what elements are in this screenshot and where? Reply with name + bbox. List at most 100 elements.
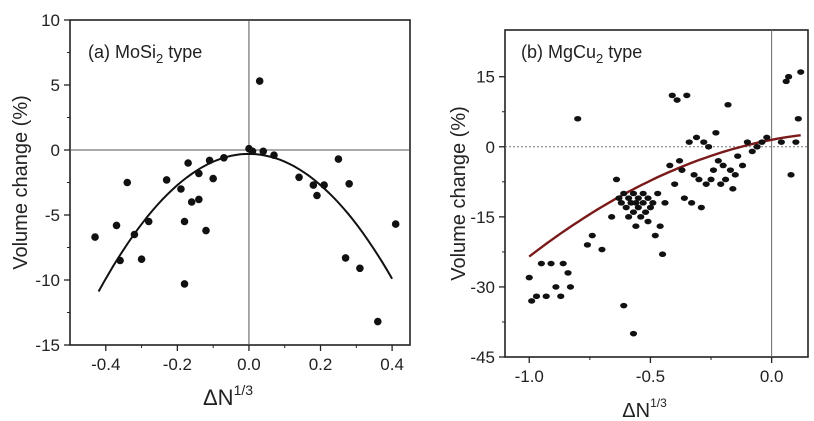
fit-curve [528,134,801,258]
data-point [666,162,674,169]
data-point [661,200,669,206]
data-point [712,129,720,136]
data-point [634,195,642,201]
y-axis-label: Volume change (%) [448,106,470,281]
data-point [658,251,667,258]
data-point [625,214,633,220]
x-tick-label: -0.4 [91,355,120,374]
data-point [341,254,350,262]
data-point [615,195,623,201]
data-point [532,293,541,300]
fit-curve [97,152,393,292]
data-point [295,173,303,182]
data-point [729,186,737,192]
x-tick-label: 0.0 [237,355,261,374]
data-point [785,73,793,80]
data-point [683,92,691,99]
data-point [656,223,664,229]
data-point [654,190,662,197]
data-point [717,181,725,187]
data-point [373,317,382,326]
data-point [758,139,766,145]
data-point [620,190,628,197]
data-point [248,147,257,156]
data-point [726,167,735,173]
data-point [220,154,228,162]
data-point [782,78,790,85]
data-point [588,232,596,239]
data-point [748,148,756,155]
data-point [738,162,747,169]
data-point [625,195,633,201]
data-point [714,158,722,164]
data-point [685,139,693,145]
data-point [187,198,196,206]
data-point [700,139,708,145]
data-point [695,176,703,183]
data-point [180,217,189,226]
data-point [255,77,264,85]
data-point [641,209,650,215]
y-tick-label: -30 [470,278,495,297]
data-point [259,147,268,156]
data-point [644,195,652,201]
x-tick-label: 0.4 [380,355,404,374]
x-axis-label: ΔN1/3 [203,382,253,410]
data-point [629,190,638,197]
data-point [763,134,771,141]
data-point [731,172,739,178]
data-point [678,167,686,173]
y-tick-label: -15 [470,208,495,227]
data-point [137,255,146,263]
y-tick-label: 0 [486,138,495,157]
data-point [184,159,192,167]
y-tick-label: 10 [41,11,60,30]
data-point [651,232,659,239]
x-tick-label: -0.2 [163,355,192,374]
data-point [632,200,640,206]
x-tick-label: -1.0 [515,367,544,386]
data-point [334,155,343,163]
data-point [690,172,698,178]
data-point [697,204,705,211]
data-point [671,181,679,187]
data-point [644,218,652,225]
x-tick-label: 0.2 [309,355,333,374]
panel-label: (a) MoSi2 type [88,42,202,66]
data-point [707,176,715,183]
data-point [557,293,565,300]
data-point [583,242,592,248]
data-point [162,176,171,184]
data-point [673,97,681,103]
data-point [91,233,99,241]
y-tick-label: -5 [45,206,60,225]
y-axis-label: Volume change (%) [10,95,32,270]
x-axis-label: ΔN1/3 [622,396,667,421]
data-point [537,260,545,267]
data-point [356,264,364,273]
data-point [195,169,203,178]
data-point [797,69,805,75]
data-point [598,246,606,253]
data-point [313,191,321,200]
data-point [680,195,688,201]
data-point [622,204,630,211]
data-point [675,158,684,164]
data-point [692,134,701,141]
data-point [144,217,153,226]
data-point [177,185,185,193]
data-point [743,139,752,145]
data-point [123,178,132,187]
data-point [787,172,795,178]
data-point [528,298,536,304]
data-point [270,151,278,159]
data-point [637,214,645,220]
x-tick-label: 0.0 [760,367,784,386]
data-point [639,200,647,206]
data-point [639,190,647,197]
data-point [688,200,696,206]
data-point [202,226,210,235]
data-point [646,204,655,211]
data-point [320,181,328,189]
